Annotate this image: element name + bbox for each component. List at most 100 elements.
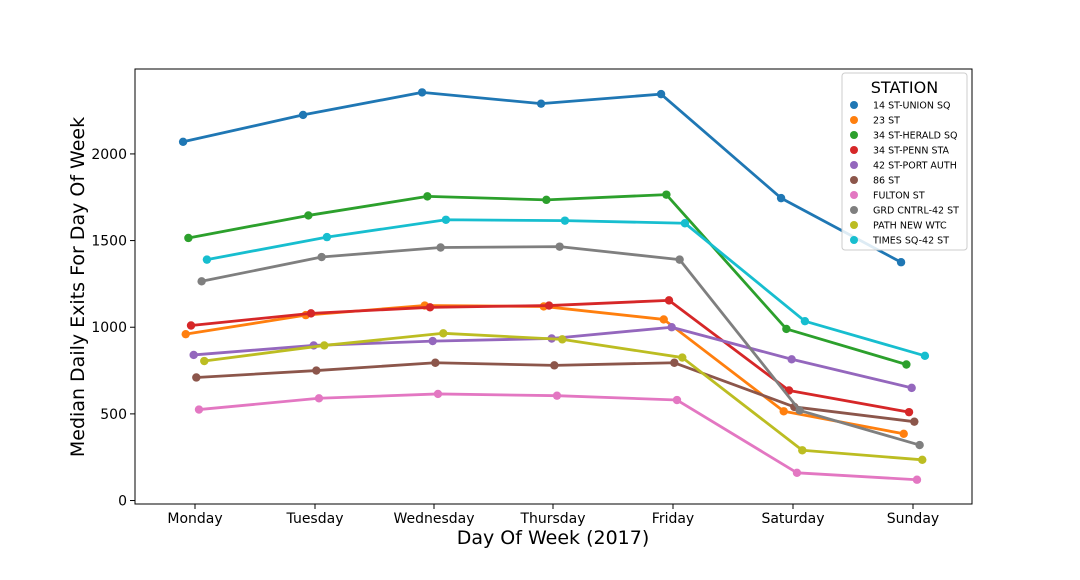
series-group [186, 296, 914, 417]
data-point [904, 407, 914, 417]
data-point [200, 356, 209, 366]
data-point [431, 358, 440, 367]
series-group [197, 242, 924, 450]
legend-marker [850, 206, 858, 214]
x-tick-label: Monday [167, 511, 222, 527]
x-tick-label: Thursday [519, 511, 585, 527]
data-point [194, 405, 204, 414]
legend-label: 14 ST-UNION SQ [873, 101, 950, 112]
data-point [441, 215, 451, 224]
data-point [312, 366, 321, 375]
y-tick-label: 1000 [91, 320, 127, 336]
legend-marker [850, 236, 858, 244]
data-point [899, 429, 908, 439]
data-point [181, 329, 190, 339]
series-group [184, 190, 911, 369]
series-line [181, 90, 903, 264]
legend-label: 86 ST [873, 176, 900, 187]
legend-label: GRD CNTRL-42 ST [873, 206, 959, 217]
data-point [425, 303, 435, 312]
x-tick-label: Sunday [887, 511, 939, 527]
series-group [178, 88, 906, 267]
y-tick-label: 1500 [91, 234, 127, 250]
data-point [795, 406, 804, 415]
data-point [678, 353, 687, 362]
data-point [552, 391, 562, 400]
legend-marker [850, 131, 858, 139]
series-group [200, 329, 927, 465]
data-point [417, 88, 427, 97]
data-point [670, 358, 679, 367]
legend-marker [850, 161, 858, 169]
data-point [544, 301, 554, 310]
series-line [184, 304, 906, 436]
data-point [902, 360, 911, 369]
series-group [192, 358, 919, 426]
data-point [912, 475, 922, 484]
data-point [555, 242, 564, 251]
data-point [202, 255, 212, 264]
legend-label: PATH NEW WTC [873, 221, 947, 232]
legend-marker [850, 116, 858, 124]
data-point [320, 341, 329, 350]
data-point [800, 316, 810, 326]
data-point [322, 232, 332, 242]
data-point [667, 323, 676, 332]
legend-label: 23 ST [873, 116, 900, 127]
data-point [915, 440, 924, 450]
data-point [428, 336, 437, 346]
data-point [782, 324, 791, 334]
data-point [675, 255, 684, 264]
data-point [907, 383, 916, 393]
series-line [205, 218, 927, 358]
legend-marker [850, 101, 858, 109]
data-point [664, 296, 674, 305]
data-point [680, 219, 690, 228]
data-point [186, 321, 196, 330]
series-line [197, 392, 919, 482]
x-tick-label: Tuesday [286, 511, 344, 527]
data-point [304, 211, 313, 220]
y-axis-label: Median Daily Exits For Day Of Week [67, 117, 89, 457]
legend-label: FULTON ST [873, 191, 925, 202]
data-point [918, 455, 927, 465]
x-tick-label: Friday [652, 511, 694, 527]
legend-marker [850, 146, 858, 154]
x-axis-label: Day Of Week (2017) [457, 527, 650, 549]
legend: STATION 14 ST-UNION SQ 23 ST 34 ST-HERALD S… [841, 72, 968, 251]
data-point [423, 192, 432, 201]
data-point [779, 407, 788, 416]
legend-title: STATION [871, 78, 938, 97]
data-point [560, 216, 570, 225]
data-point [433, 389, 443, 399]
y-tick-label: 2000 [91, 147, 127, 163]
legend-label: TIMES SQ-42 ST [872, 236, 949, 247]
data-point [536, 99, 546, 108]
data-point [792, 468, 802, 478]
data-point [659, 315, 668, 324]
data-point [910, 417, 919, 426]
legend-label: 34 ST-HERALD SQ [873, 131, 958, 142]
data-point [178, 137, 188, 146]
data-point [197, 277, 206, 286]
series-group [181, 301, 908, 439]
y-tick-label: 0 [118, 494, 127, 510]
data-point [896, 258, 906, 267]
data-point [184, 233, 193, 243]
data-point [662, 190, 671, 199]
data-point [192, 373, 201, 382]
data-point [314, 394, 324, 403]
data-point [436, 243, 445, 252]
data-point [558, 335, 567, 344]
x-tick-label: Wednesday [393, 511, 474, 527]
data-point [306, 309, 316, 318]
legend-label: 34 ST-PENN STA [873, 146, 950, 157]
data-point [439, 329, 448, 338]
data-point [317, 252, 326, 262]
legend-marker [850, 191, 858, 199]
data-point [298, 110, 308, 120]
legend-label: 42 ST-PORT AUTH [873, 161, 957, 172]
data-point [798, 446, 807, 455]
